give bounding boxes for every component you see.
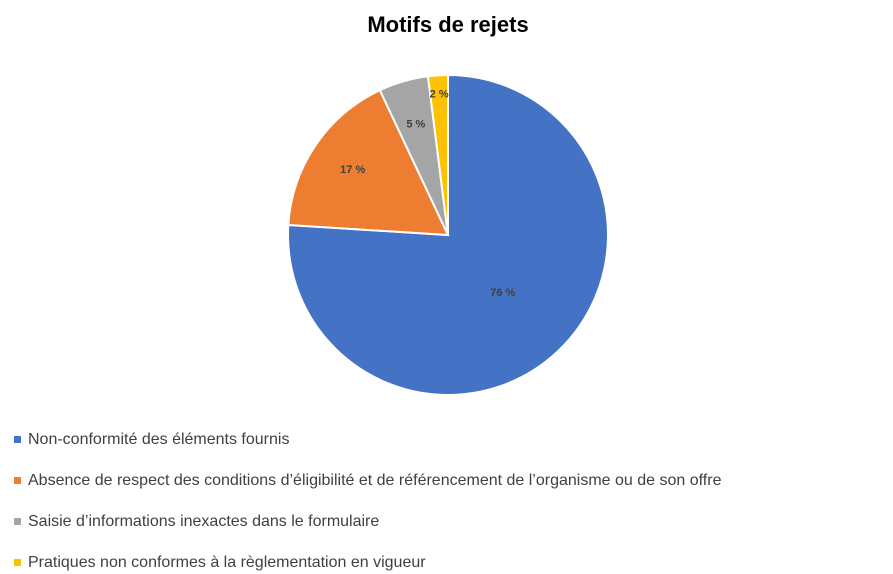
value-label: 17 % [340, 164, 365, 176]
value-label: 5 % [406, 118, 425, 130]
legend-label: Non-conformité des éléments fournis [28, 431, 289, 448]
value-label: 76 % [490, 287, 515, 299]
pie-slice [287, 88, 450, 237]
legend-label: Saisie d’informations inexactes dans le … [28, 513, 379, 530]
legend-swatch [14, 436, 21, 443]
legend-label: Pratiques non conformes à la règlementat… [28, 554, 426, 571]
legend-swatch [14, 559, 21, 566]
pie-slice [426, 73, 449, 236]
chart-title: Motifs de rejets [367, 12, 528, 37]
legend-swatch [14, 518, 21, 525]
value-label: 2 % [430, 88, 449, 100]
legend-swatch [14, 477, 21, 484]
legend-label: Absence de respect des conditions d’élig… [28, 472, 722, 489]
